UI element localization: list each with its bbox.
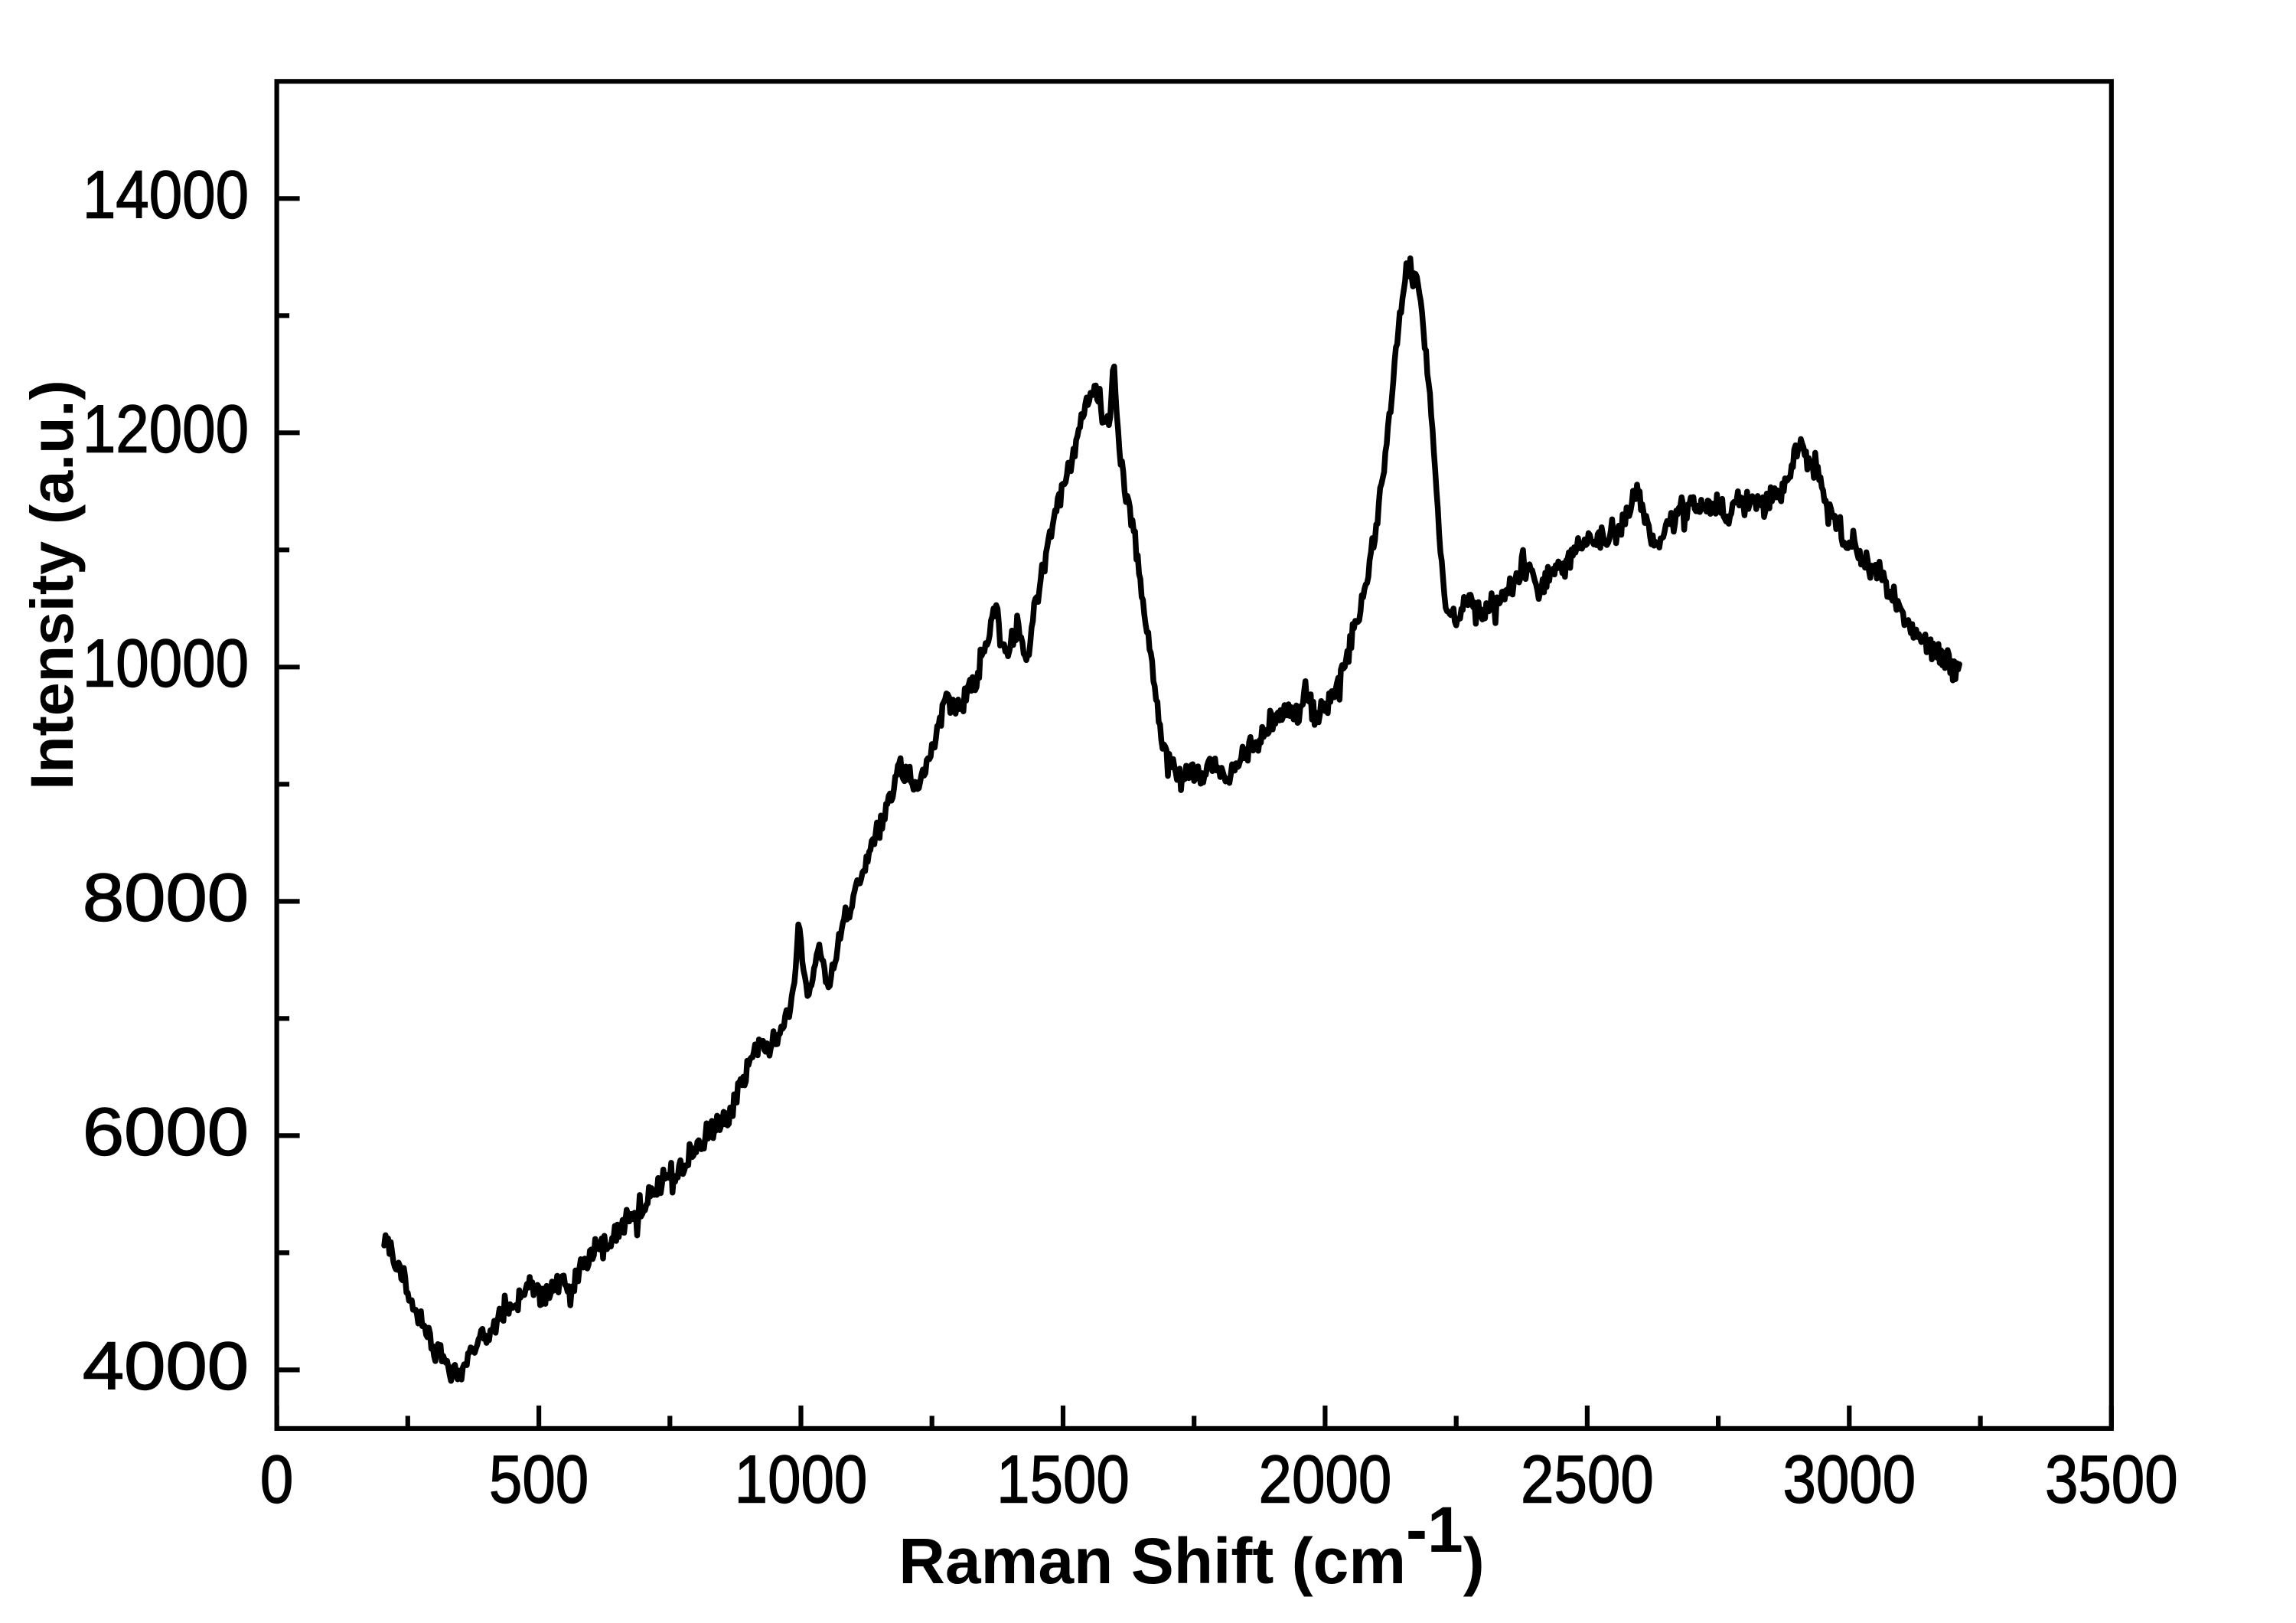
svg-text:6000: 6000: [83, 1093, 249, 1169]
svg-text:14000: 14000: [83, 156, 249, 232]
svg-text:3000: 3000: [1782, 1442, 1916, 1517]
svg-text:2000: 2000: [1259, 1442, 1392, 1517]
svg-text:500: 500: [489, 1442, 589, 1517]
svg-text:0: 0: [260, 1442, 293, 1517]
svg-text:4000: 4000: [83, 1327, 249, 1403]
svg-text:2500: 2500: [1521, 1442, 1654, 1517]
svg-text:Intensity (a.u.): Intensity (a.u.): [18, 380, 86, 790]
svg-text:10000: 10000: [83, 625, 249, 700]
svg-text:1000: 1000: [735, 1442, 868, 1517]
svg-text:3500: 3500: [2045, 1442, 2178, 1517]
svg-text:8000: 8000: [83, 859, 249, 935]
svg-text:12000: 12000: [83, 390, 249, 466]
svg-text:1500: 1500: [996, 1442, 1130, 1517]
